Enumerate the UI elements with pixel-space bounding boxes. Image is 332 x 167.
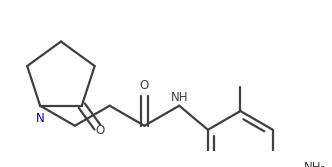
Text: O: O — [95, 124, 104, 137]
Text: NH₂: NH₂ — [304, 161, 326, 167]
Text: NH: NH — [170, 91, 188, 104]
Text: O: O — [140, 79, 149, 92]
Text: N: N — [36, 112, 44, 125]
